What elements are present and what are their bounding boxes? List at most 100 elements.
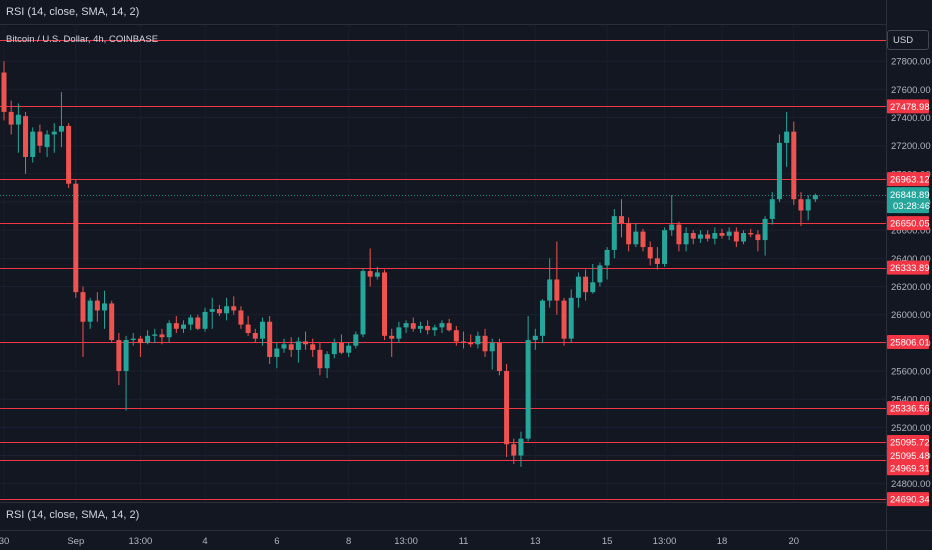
candle [798,192,804,226]
indicator-legend-top[interactable]: RSI (14, close, SMA, 14, 2) [6,6,140,18]
candle-body [202,311,208,329]
candle [367,248,373,287]
candle-body [776,142,782,200]
candle [66,123,72,188]
candle-body [303,341,309,345]
candle-body [181,324,186,329]
candle-body [166,323,172,338]
candle [755,230,761,252]
candle [245,316,251,336]
candle-body [87,300,93,322]
candle-body [396,327,402,339]
candle-body [741,233,747,242]
candle-body [640,231,646,248]
candle [166,320,172,343]
level-price-label: 26333.89 [887,260,930,275]
candle [547,258,553,308]
candle [496,338,502,376]
candle [195,314,201,331]
candle-body [252,333,258,339]
candle-body [417,325,423,329]
candle-body [518,438,524,456]
candle [346,342,352,357]
candle-body [216,309,222,314]
currency-button[interactable]: USD [887,30,929,50]
price-tick-label: 25600.00 [891,367,931,378]
candle [504,363,510,457]
level-label-box [887,492,929,507]
price-tick-label: 26600.00 [891,226,931,237]
indicator-legend-bottom[interactable]: RSI (14, close, SMA, 14, 2) [6,509,140,521]
candle [116,333,122,386]
candle-body [274,348,280,357]
candle-body [748,233,754,235]
candle-body [173,323,179,329]
symbol-title[interactable]: Bitcoin / U.S. Dollar, 4h, COINBASE [6,34,159,45]
candle-body [137,338,143,343]
level-label-text: 25095.72 [890,438,930,449]
level-label-text: 27478.98 [890,102,930,113]
candle-body [360,271,366,335]
candle [152,328,158,343]
candle [8,100,14,135]
candle [130,333,136,346]
candle [769,192,775,225]
candle [303,331,309,350]
candle-body [353,334,359,346]
candle [252,328,258,343]
time-tick-label: 11 [459,536,469,547]
candle-body [73,183,79,293]
level-label-text: 24969.31 [890,464,930,475]
candle-body [331,342,337,355]
level-label-text: 24690.34 [890,495,930,506]
candle-body [798,199,804,211]
candle [51,123,57,153]
candle-body [382,272,388,336]
candle-body [80,292,86,322]
time-tick-label: 18 [717,536,728,547]
candle-body [188,317,194,325]
candle-body [23,116,29,157]
candle-body [288,344,294,350]
candle-body [439,323,445,328]
price-tick-label: 27400.00 [891,113,931,124]
level-price-label: 25095.48 [887,448,930,463]
candle [145,330,151,345]
level-label-box [887,461,929,476]
candle-body [690,233,696,239]
price-tick-label: 26400.00 [891,254,931,265]
indicator-pane-top: RSI (14, close, SMA, 14, 2) [0,0,886,25]
candle [712,227,718,245]
candle [382,269,388,341]
candle-body [496,342,502,372]
candle [274,342,280,369]
candle [94,292,100,322]
candle-body [475,335,481,345]
level-label-text: 26333.89 [890,263,930,274]
time-tick-label: 4 [202,536,207,547]
candle-body [618,216,624,224]
candle [259,317,265,346]
candle-body [784,131,790,143]
level-label-box [887,335,929,350]
candle-body [123,340,129,372]
candle-body [109,303,115,341]
candle-body [66,125,72,184]
candle [540,299,545,343]
time-tick-label: 13 [530,536,541,547]
level-label-box [887,216,929,231]
candle-body [461,341,467,343]
candle-body [245,324,251,334]
candle-body [468,342,474,345]
candle-body [611,216,617,250]
candle [776,134,782,203]
level-price-label: 25336.56 [887,401,930,416]
candle-body [626,223,632,245]
candle-body [733,231,739,242]
candle-body [259,321,265,339]
candle [618,199,624,238]
candle-body [231,306,237,311]
level-label-text: 25095.48 [890,451,930,462]
